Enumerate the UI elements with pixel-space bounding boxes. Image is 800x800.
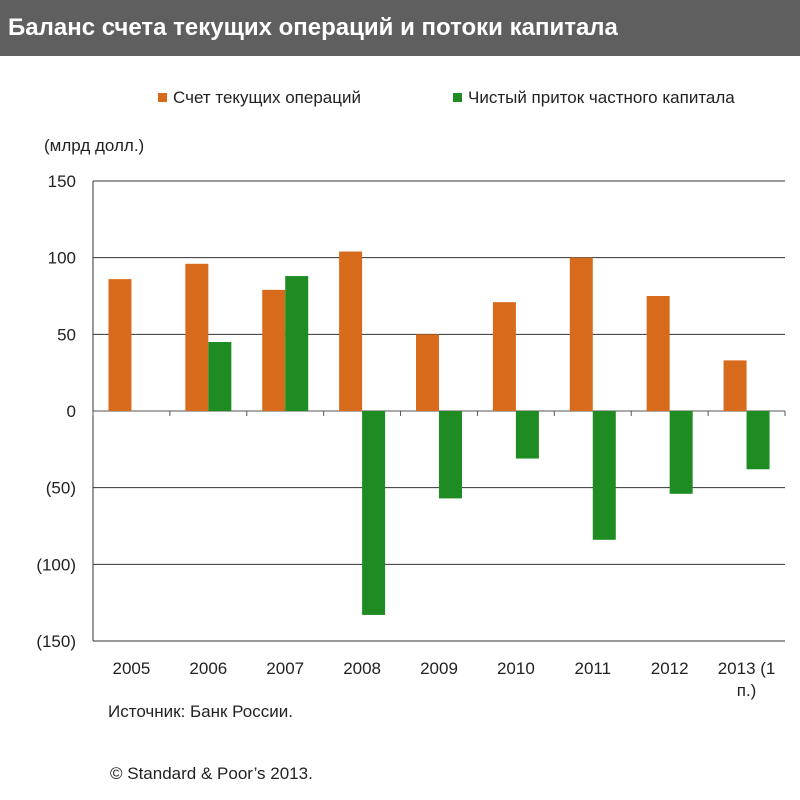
bar-current-account [723,360,747,411]
bar-current-account [262,289,286,411]
x-tick-label: 2012 [651,659,689,678]
legend-item-current-account: Счет текущих операций [158,88,361,108]
chart-title: Баланс счета текущих операций и потоки к… [8,14,618,41]
x-tick-label-line: 2009 [420,659,458,678]
source-note: Источник: Банк России. [108,702,293,721]
x-tick-label: 2008 [343,659,381,678]
y-tick-label: 0 [67,402,76,421]
bar-current-account [492,302,516,411]
bar-current-account [108,279,132,411]
copyright-note: © Standard & Poor’s 2013. [110,764,313,783]
y-tick-label: (150) [36,632,76,651]
bar-capital-inflow [746,411,770,470]
x-tick-label-line: 2010 [497,659,535,678]
y-tick-label: 50 [57,325,76,344]
legend: Счет текущих операций Чистый приток част… [0,88,800,118]
bar-current-account [569,257,593,411]
x-tick-label-line: 2007 [266,659,304,678]
x-tick-label-line: 2012 [651,659,689,678]
y-tick-label: (50) [46,479,76,498]
bar-current-account [339,251,363,411]
bar-capital-inflow [439,411,462,499]
y-tick-label: (100) [36,555,76,574]
y-tick-label: 100 [48,249,76,268]
x-tick-label: 2007 [266,659,304,678]
bar-capital-inflow [285,276,309,411]
legend-swatch-capital [453,93,462,102]
legend-swatch-current-account [158,93,167,102]
x-tick-label: 2011 [574,659,611,678]
y-tick-label: 150 [48,172,76,191]
bar-capital-inflow [362,411,386,615]
x-tick-label: 2006 [189,659,227,678]
y-unit-label: (млрд долл.) [44,136,145,155]
legend-label-current-account: Счет текущих операций [173,88,361,107]
x-tick-label: 2013 (1 п.) [718,659,776,700]
x-tick-label-line: 2005 [113,659,151,678]
chart-title-bar: Баланс счета текущих операций и потоки к… [0,0,800,56]
x-tick-label: 2010 [497,659,535,678]
x-tick-label-line: 2006 [189,659,227,678]
x-tick-label-line: 2011 [574,659,611,678]
bar-capital-inflow [515,411,539,459]
bar-capital-inflow [669,411,693,494]
legend-item-capital: Чистый приток частного капитала [453,88,735,108]
bar-capital-inflow [208,342,232,411]
x-tick-label: 2005 [113,659,151,678]
bar-capital-inflow [592,411,616,540]
x-tick-label-line: п.) [737,681,757,700]
x-tick-label-line: 2008 [343,659,381,678]
x-tick-label-line: 2013 (1 [718,659,776,678]
bar-current-account [646,296,670,411]
bar-current-account [416,334,439,411]
x-tick-label: 2009 [420,659,458,678]
legend-label-capital: Чистый приток частного капитала [468,88,735,107]
bar-current-account [185,263,209,411]
